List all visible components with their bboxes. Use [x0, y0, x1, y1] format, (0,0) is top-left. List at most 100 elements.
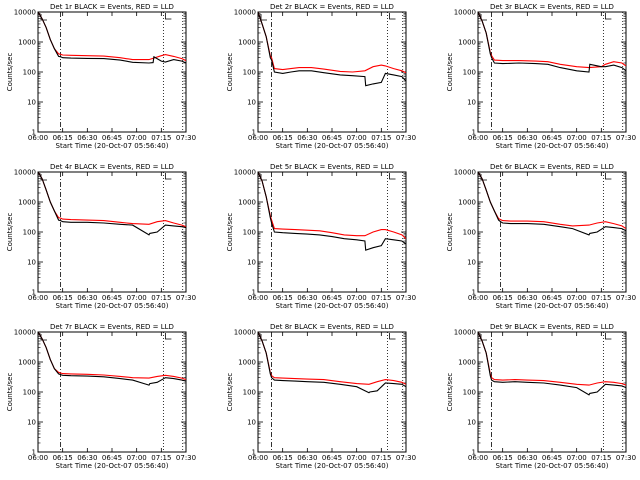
x-tick-label: 07:00	[347, 134, 367, 142]
chart-title: Det 7r BLACK = Events, RED = LLD	[50, 323, 174, 331]
y-tick-label: 1000	[238, 199, 256, 207]
x-tick-label: 06:30	[297, 294, 317, 302]
x-tick-label: 06:00	[248, 454, 268, 462]
x-tick-label: 07:00	[567, 454, 587, 462]
x-tick-label: 06:15	[493, 294, 513, 302]
plot-frame	[257, 331, 407, 453]
plot-frame	[37, 331, 187, 453]
x-tick-label: 06:30	[77, 134, 97, 142]
x-tick-label: 07:15	[591, 294, 611, 302]
y-tick-label: 10000	[14, 329, 36, 337]
x-tick-label: 06:15	[53, 134, 73, 142]
chart-panel: Det 9r BLACK = Events, RED = LLD 06:00 06:…	[446, 323, 636, 470]
right-bracket-marker	[389, 173, 396, 180]
left-bracket-marker	[480, 14, 487, 21]
y-axis-label: Counts/sec	[446, 53, 454, 92]
chart-panel: Det 2r BLACK = Events, RED = LLD 06:00 06:…	[226, 3, 416, 150]
y-axis-label: Counts/sec	[446, 213, 454, 252]
lld-series-line	[258, 332, 406, 385]
y-tick-label: 1000	[458, 359, 476, 367]
chart-title: Det 2r BLACK = Events, RED = LLD	[270, 3, 394, 11]
y-axis-label: Counts/sec	[226, 373, 234, 412]
x-tick-label: 07:30	[176, 294, 196, 302]
y-tick-label: 1000	[18, 359, 36, 367]
y-tick-label: 10000	[454, 9, 476, 17]
events-series-line	[38, 332, 186, 386]
x-axis-label: Start Time (20-Oct-07 05:56:40)	[496, 142, 609, 150]
x-axis-label: Start Time (20-Oct-07 05:56:40)	[56, 142, 169, 150]
x-tick-label: 07:00	[127, 294, 147, 302]
x-tick-label: 06:30	[77, 294, 97, 302]
y-tick-label: 100	[23, 229, 36, 237]
plot-frame	[37, 11, 187, 133]
y-axis-label: Counts/sec	[6, 373, 14, 412]
plot-frame	[37, 171, 187, 293]
lld-series-line	[478, 172, 626, 230]
chart-panel: Det 4r BLACK = Events, RED = LLD 06:00 06:…	[6, 163, 196, 310]
x-tick-label: 06:00	[28, 454, 48, 462]
x-tick-label: 06:45	[542, 294, 562, 302]
y-tick-label: 1000	[18, 39, 36, 47]
y-tick-label: 10000	[234, 169, 256, 177]
y-tick-label: 1	[32, 129, 36, 137]
x-tick-label: 07:00	[127, 134, 147, 142]
x-tick-label: 07:30	[616, 294, 636, 302]
y-tick-label: 1	[32, 449, 36, 457]
x-tick-label: 06:30	[517, 454, 537, 462]
y-tick-label: 10000	[454, 329, 476, 337]
chart-title: Det 9r BLACK = Events, RED = LLD	[490, 323, 614, 331]
x-tick-label: 07:15	[151, 134, 171, 142]
y-tick-label: 100	[243, 389, 256, 397]
right-bracket-marker	[164, 333, 172, 340]
x-tick-label: 07:30	[396, 294, 416, 302]
x-axis-label: Start Time (20-Oct-07 05:56:40)	[276, 462, 389, 470]
x-axis-label: Start Time (20-Oct-07 05:56:40)	[496, 302, 609, 310]
x-tick-label: 06:45	[102, 454, 122, 462]
plot-frame	[257, 11, 407, 133]
y-tick-label: 10	[27, 419, 36, 427]
y-tick-label: 1000	[18, 199, 36, 207]
y-tick-label: 10000	[14, 169, 36, 177]
y-tick-label: 1	[252, 129, 256, 137]
y-axis-label: Counts/sec	[6, 53, 14, 92]
chart-title: Det 4r BLACK = Events, RED = LLD	[50, 163, 174, 171]
events-series-line	[38, 12, 186, 64]
y-tick-label: 1000	[458, 199, 476, 207]
x-tick-label: 06:45	[322, 294, 342, 302]
x-tick-label: 07:00	[567, 134, 587, 142]
x-tick-label: 07:30	[396, 454, 416, 462]
x-tick-label: 06:45	[102, 134, 122, 142]
right-bracket-marker	[164, 13, 172, 20]
chart-panel: Det 5r BLACK = Events, RED = LLD 06:00 06:…	[226, 163, 416, 310]
x-tick-label: 07:15	[591, 454, 611, 462]
x-tick-label: 06:00	[28, 294, 48, 302]
x-tick-label: 07:30	[176, 134, 196, 142]
x-axis-label: Start Time (20-Oct-07 05:56:40)	[276, 302, 389, 310]
y-tick-label: 1	[252, 289, 256, 297]
y-tick-label: 10	[247, 259, 256, 267]
right-bracket-marker	[389, 13, 396, 20]
y-tick-label: 100	[243, 69, 256, 77]
y-tick-label: 10	[467, 259, 476, 267]
x-tick-label: 07:00	[347, 454, 367, 462]
y-axis-label: Counts/sec	[446, 373, 454, 412]
x-tick-label: 07:15	[371, 294, 391, 302]
plot-frame	[477, 11, 627, 133]
y-tick-label: 1000	[238, 359, 256, 367]
left-bracket-marker	[260, 334, 267, 341]
events-series-line	[258, 12, 406, 87]
y-tick-label: 10000	[454, 169, 476, 177]
plot-frame	[477, 331, 627, 453]
x-tick-label: 07:00	[347, 294, 367, 302]
right-bracket-marker	[604, 333, 612, 340]
left-bracket-marker	[480, 334, 487, 341]
x-tick-label: 06:30	[297, 134, 317, 142]
y-tick-label: 10	[27, 99, 36, 107]
x-tick-label: 06:00	[468, 134, 488, 142]
x-axis-label: Start Time (20-Oct-07 05:56:40)	[496, 462, 609, 470]
left-bracket-marker	[260, 174, 267, 181]
x-tick-label: 06:15	[493, 454, 513, 462]
y-tick-label: 1	[472, 449, 476, 457]
chart-panel: Det 8r BLACK = Events, RED = LLD 06:00 06:…	[226, 323, 416, 470]
